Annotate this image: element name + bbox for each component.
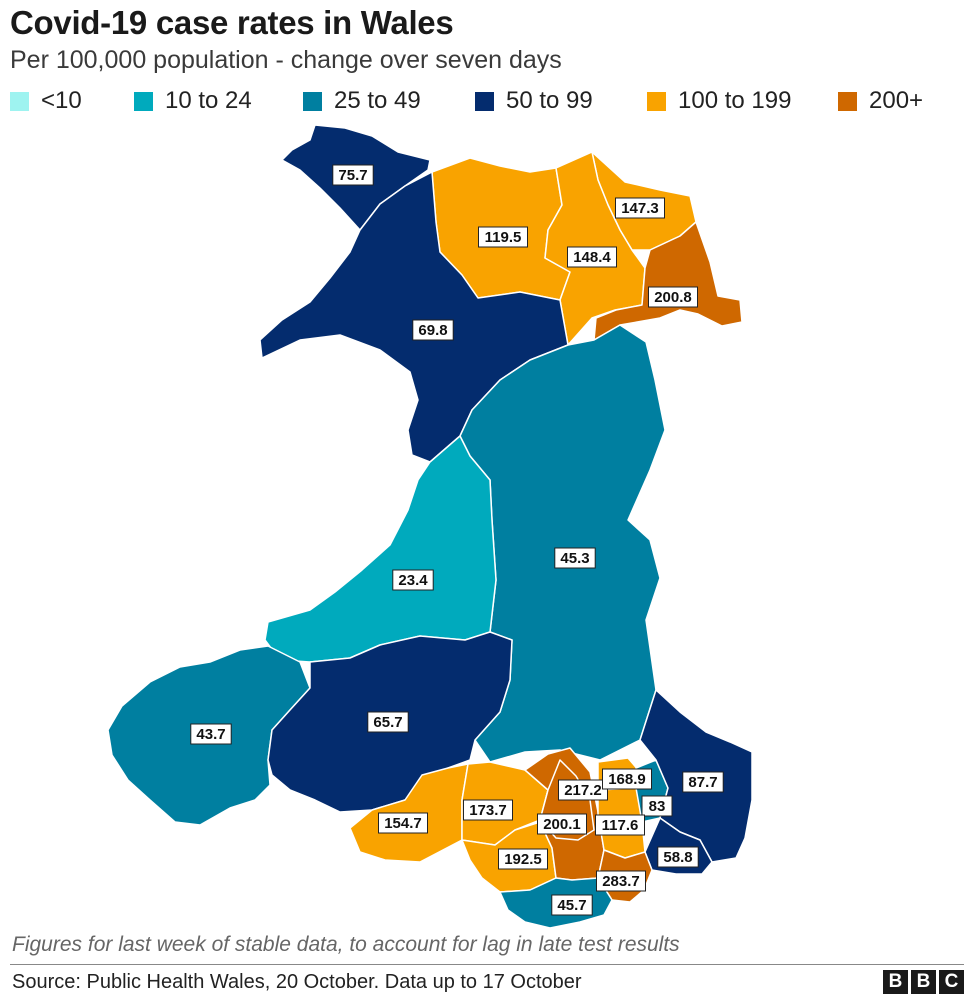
rate-label-text: 23.4 (398, 572, 428, 589)
rate-label-text: 45.7 (557, 897, 586, 914)
region-ceredigion (264, 435, 497, 663)
rate-label-vale-of-glamorgan: 45.7 (551, 894, 593, 916)
bbc-logo: B B C (883, 970, 964, 994)
rate-label-box (595, 814, 645, 836)
rate-label-text: 45.3 (560, 550, 589, 567)
rate-label-bridgend: 192.5 (498, 848, 548, 870)
rate-label-box (551, 894, 593, 916)
region-wrexham (593, 221, 743, 341)
legend-label: 25 to 49 (334, 87, 421, 114)
rate-label-cardiff: 283.7 (596, 870, 646, 892)
rate-label-newport: 58.8 (657, 846, 699, 868)
legend-item-100-to-199: 100 to 199 (647, 87, 791, 115)
rate-label-ceredigion: 23.4 (392, 569, 434, 591)
rate-label-text: 69.8 (418, 322, 447, 339)
rate-label-box (367, 711, 409, 733)
legend-swatch (10, 91, 29, 111)
rate-label-text: 87.7 (688, 774, 717, 791)
rate-label-text: 117.6 (602, 817, 639, 834)
rate-label-carmarthenshire: 65.7 (367, 711, 409, 733)
rate-label-conwy: 119.5 (478, 226, 528, 248)
wales-choropleth-map: 75.7 119.5 147.3 148.4 200.8 69.8 45.3 23.4 43.7… (107, 124, 753, 929)
rate-label-text: 65.7 (373, 714, 402, 731)
legend-label: <10 (41, 87, 82, 114)
rate-label-box (657, 846, 699, 868)
rate-label-text: 58.8 (663, 849, 692, 866)
legend-label: 100 to 199 (678, 87, 792, 114)
rate-label-box (463, 799, 513, 821)
legend-swatch (303, 91, 322, 111)
chart-title: Covid-19 case rates in Wales (10, 4, 454, 41)
legend-label: 50 to 99 (506, 87, 593, 114)
legend-label: 200+ (869, 87, 924, 114)
rate-label-box (602, 768, 652, 790)
legend: <10 10 to 24 25 to 49 50 to 99 100 to 19… (10, 87, 970, 115)
rate-label-text: 217.2 (564, 782, 602, 799)
rate-label-monmouthshire: 87.7 (682, 771, 724, 793)
rate-label-text: 147.3 (621, 200, 659, 217)
rate-label-box (412, 319, 454, 341)
rate-label-text: 75.7 (338, 167, 367, 184)
rate-label-box (332, 164, 374, 186)
rate-label-text: 119.5 (485, 229, 522, 246)
rate-label-neath-port-talbot: 173.7 (463, 799, 513, 821)
rate-label-wrexham: 200.8 (648, 286, 698, 308)
divider (10, 964, 964, 965)
rate-label-powys: 45.3 (554, 547, 596, 569)
rate-label-box (567, 246, 617, 268)
legend-item-10-to-24: 10 to 24 (134, 87, 252, 115)
rate-label-rhondda-cynon-taf: 217.2 (558, 779, 608, 801)
logo-letter: B (883, 970, 908, 994)
rate-label-box (615, 197, 665, 219)
rate-label-box (682, 771, 724, 793)
legend-swatch (647, 91, 666, 111)
legend-swatch (134, 91, 153, 111)
chart-subtitle: Per 100,000 population - change over sev… (10, 46, 562, 74)
legend-label: 10 to 24 (165, 87, 252, 114)
legend-swatch (475, 91, 494, 111)
legend-swatch (838, 91, 857, 111)
rate-label-text: 148.4 (573, 249, 611, 266)
rate-label-text: 43.7 (196, 726, 225, 743)
rate-label-box (498, 848, 548, 870)
rate-label-gwynedd: 69.8 (412, 319, 454, 341)
rate-label-flintshire: 147.3 (615, 197, 665, 219)
rate-label-text: 192.5 (504, 851, 542, 868)
rate-label-caerphilly: 117.6 (595, 814, 645, 836)
rate-label-text: 200.8 (654, 289, 692, 306)
rate-label-box (190, 723, 232, 745)
rate-label-torfaen: 83 (641, 795, 673, 817)
rate-label-box (478, 226, 528, 248)
rate-label-text: 154.7 (384, 815, 422, 832)
legend-item-25-to-49: 25 to 49 (303, 87, 421, 115)
rate-label-swansea: 154.7 (378, 812, 428, 834)
rate-label-box (554, 547, 596, 569)
rate-label-blaenau-gwent: 168.9 (602, 768, 652, 790)
legend-item-200-plus: 200+ (838, 87, 923, 115)
footnote: Figures for last week of stable data, to… (12, 933, 680, 956)
rate-label-anglesey: 75.7 (332, 164, 374, 186)
legend-item-50-to-99: 50 to 99 (475, 87, 593, 115)
rate-label-box (648, 286, 698, 308)
rate-label-text: 168.9 (608, 771, 646, 788)
rate-label-text: 200.1 (543, 816, 581, 833)
rate-label-box (378, 812, 428, 834)
rate-label-text: 173.7 (469, 802, 507, 819)
rate-label-merthyr-tydfil: 200.1 (537, 813, 587, 835)
rate-label-box (537, 813, 587, 835)
rate-label-denbighshire: 148.4 (567, 246, 617, 268)
rate-label-box (392, 569, 434, 591)
rate-label-pembrokeshire: 43.7 (190, 723, 232, 745)
rate-label-text: 83 (649, 798, 666, 815)
labels-layer: 75.7 119.5 147.3 148.4 200.8 69.8 45.3 23.4 43.7… (190, 164, 724, 916)
logo-letter: C (939, 970, 964, 994)
logo-letter: B (911, 970, 936, 994)
rate-label-box (596, 870, 646, 892)
source-text: Source: Public Health Wales, 20 October.… (12, 971, 582, 993)
rate-label-box (558, 779, 608, 801)
rate-label-text: 283.7 (602, 873, 640, 890)
rate-label-box (641, 795, 673, 817)
legend-item-under-10: <10 (10, 87, 82, 115)
